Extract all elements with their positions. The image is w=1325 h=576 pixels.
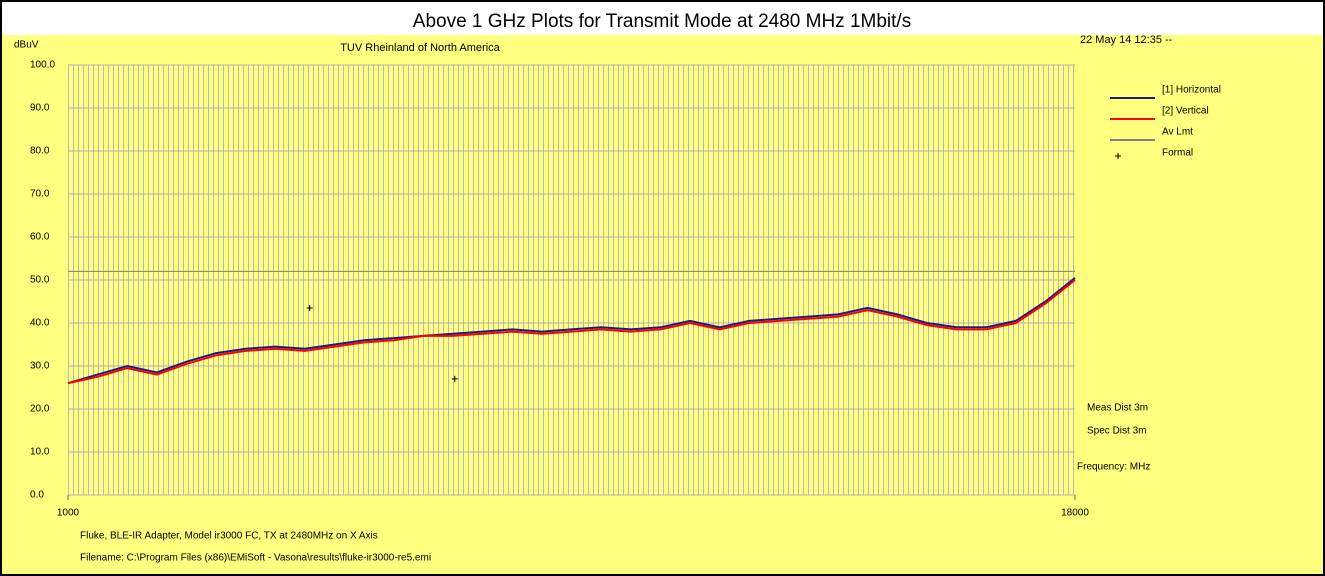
y-tick-label: 60.0 xyxy=(30,232,50,243)
note: Meas Dist 3m xyxy=(1087,403,1148,414)
note: Spec Dist 3m xyxy=(1087,426,1146,437)
y-tick-label: 0.0 xyxy=(30,490,44,501)
y-tick-label: 30.0 xyxy=(30,361,50,372)
y-tick-label: 90.0 xyxy=(30,103,50,114)
y-tick-label: 10.0 xyxy=(30,447,50,458)
footer: Fluke, BLE-IR Adapter, Model ir3000 FC, … xyxy=(80,531,378,542)
x-tick-label: 1000 xyxy=(57,508,80,519)
timestamp: 22 May 14 12:35 -- xyxy=(1080,34,1173,46)
legend-swatch xyxy=(1115,153,1121,159)
x-tick-label: 18000 xyxy=(1061,508,1089,519)
series-line xyxy=(67,279,1076,385)
y-tick-label: 20.0 xyxy=(30,404,50,415)
y-tick-label: 40.0 xyxy=(30,318,50,329)
footer: Filename: C:\Program Files (x86)\EMiSoft… xyxy=(80,553,431,564)
legend-label: Av Lmt xyxy=(1162,127,1193,138)
y-tick-label: 70.0 xyxy=(30,189,50,200)
y-tick-label: 100.0 xyxy=(30,60,55,71)
legend-label: Formal xyxy=(1162,148,1193,159)
chart-title: Above 1 GHz Plots for Transmit Mode at 2… xyxy=(413,11,911,32)
marker xyxy=(451,375,458,382)
x-axis-label: Frequency: MHz xyxy=(1077,462,1150,473)
legend-label: [2] Vertical xyxy=(1162,106,1209,117)
title-band xyxy=(0,0,1325,35)
legend-label: [1] Horizontal xyxy=(1162,85,1221,96)
y-tick-label: 80.0 xyxy=(30,146,50,157)
series-line xyxy=(67,277,1076,385)
y-tick-label: 50.0 xyxy=(30,275,50,286)
chart-subtitle: TUV Rheinland of North America xyxy=(340,42,500,54)
y-axis-label: dBuV xyxy=(14,40,39,51)
marker xyxy=(306,304,313,311)
